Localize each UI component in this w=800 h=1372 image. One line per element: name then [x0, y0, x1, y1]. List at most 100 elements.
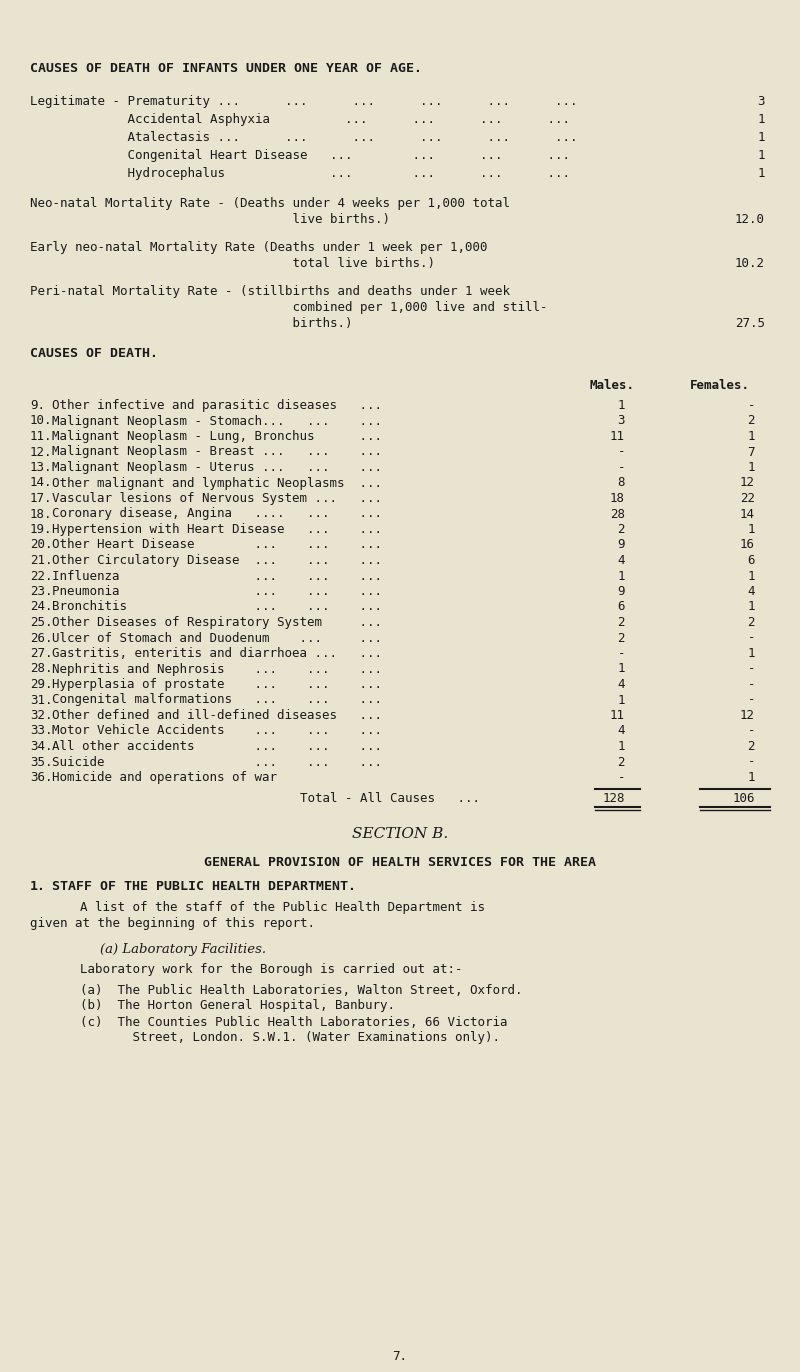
Text: 14: 14 — [740, 508, 755, 520]
Text: -: - — [618, 461, 625, 473]
Text: Nephritis and Nephrosis    ...    ...    ...: Nephritis and Nephrosis ... ... ... — [52, 663, 382, 675]
Text: 1: 1 — [618, 569, 625, 583]
Text: 1: 1 — [758, 113, 765, 126]
Text: A list of the staff of the Public Health Department is: A list of the staff of the Public Health… — [80, 901, 485, 915]
Text: Other Circulatory Disease  ...    ...    ...: Other Circulatory Disease ... ... ... — [52, 554, 382, 567]
Text: given at the beginning of this report.: given at the beginning of this report. — [30, 918, 315, 930]
Text: 28: 28 — [610, 508, 625, 520]
Text: 106: 106 — [733, 793, 755, 805]
Text: Neo-natal Mortality Rate - (Deaths under 4 weeks per 1,000 total: Neo-natal Mortality Rate - (Deaths under… — [30, 198, 510, 210]
Text: Atalectasis ...      ...      ...      ...      ...      ...: Atalectasis ... ... ... ... ... ... — [30, 130, 578, 144]
Text: 2: 2 — [747, 740, 755, 753]
Text: 18: 18 — [610, 493, 625, 505]
Text: 12: 12 — [740, 476, 755, 490]
Text: 22.: 22. — [30, 569, 53, 583]
Text: Females.: Females. — [690, 379, 750, 392]
Text: 25.: 25. — [30, 616, 53, 628]
Text: combined per 1,000 live and still-: combined per 1,000 live and still- — [30, 300, 547, 314]
Text: Other Diseases of Respiratory System     ...: Other Diseases of Respiratory System ... — [52, 616, 382, 628]
Text: 2: 2 — [747, 616, 755, 628]
Text: Congenital Heart Disease   ...        ...      ...      ...: Congenital Heart Disease ... ... ... ... — [30, 150, 570, 162]
Text: 22: 22 — [740, 493, 755, 505]
Text: 7: 7 — [747, 446, 755, 458]
Text: 23.: 23. — [30, 584, 53, 598]
Text: CAUSES OF DEATH.: CAUSES OF DEATH. — [30, 347, 158, 359]
Text: -: - — [747, 663, 755, 675]
Text: Coronary disease, Angina   ....   ...    ...: Coronary disease, Angina .... ... ... — [52, 508, 382, 520]
Text: 28.: 28. — [30, 663, 53, 675]
Text: 29.: 29. — [30, 678, 53, 691]
Text: Early neo-natal Mortality Rate (Deaths under 1 week per 1,000: Early neo-natal Mortality Rate (Deaths u… — [30, 241, 487, 254]
Text: Homicide and operations of war: Homicide and operations of war — [52, 771, 359, 783]
Text: live births.): live births.) — [30, 213, 390, 226]
Text: 16: 16 — [740, 538, 755, 552]
Text: Suicide                    ...    ...    ...: Suicide ... ... ... — [52, 756, 382, 768]
Text: 3: 3 — [618, 414, 625, 428]
Text: 1: 1 — [747, 523, 755, 536]
Text: 9: 9 — [618, 584, 625, 598]
Text: Hyperplasia of prostate    ...    ...    ...: Hyperplasia of prostate ... ... ... — [52, 678, 382, 691]
Text: Total - All Causes   ...: Total - All Causes ... — [300, 793, 480, 805]
Text: 4: 4 — [747, 584, 755, 598]
Text: Other infective and parasitic diseases   ...: Other infective and parasitic diseases .… — [52, 399, 382, 412]
Text: 9.: 9. — [30, 399, 45, 412]
Text: -: - — [747, 631, 755, 645]
Text: Other Heart Disease        ...    ...    ...: Other Heart Disease ... ... ... — [52, 538, 382, 552]
Text: 2: 2 — [618, 756, 625, 768]
Text: 9: 9 — [618, 538, 625, 552]
Text: 24.: 24. — [30, 601, 53, 613]
Text: Malignant Neoplasm - Uterus ...   ...    ...: Malignant Neoplasm - Uterus ... ... ... — [52, 461, 382, 473]
Text: -: - — [747, 693, 755, 707]
Text: 32.: 32. — [30, 709, 53, 722]
Text: Malignant Neoplasm - Lung, Bronchus      ...: Malignant Neoplasm - Lung, Bronchus ... — [52, 429, 382, 443]
Text: 1: 1 — [618, 693, 625, 707]
Text: 1: 1 — [747, 771, 755, 783]
Text: 26.: 26. — [30, 631, 53, 645]
Text: 19.: 19. — [30, 523, 53, 536]
Text: (c)  The Counties Public Health Laboratories, 66 Victoria: (c) The Counties Public Health Laborator… — [80, 1015, 507, 1029]
Text: 2: 2 — [618, 616, 625, 628]
Text: 6: 6 — [618, 601, 625, 613]
Text: 12.: 12. — [30, 446, 53, 458]
Text: Street, London. S.W.1. (Water Examinations only).: Street, London. S.W.1. (Water Examinatio… — [80, 1032, 500, 1044]
Text: 1: 1 — [758, 130, 765, 144]
Text: 1: 1 — [618, 399, 625, 412]
Text: 4: 4 — [618, 724, 625, 738]
Text: 11: 11 — [610, 709, 625, 722]
Text: -: - — [618, 771, 625, 783]
Text: 1: 1 — [758, 150, 765, 162]
Text: total live births.): total live births.) — [30, 257, 435, 270]
Text: 1: 1 — [618, 740, 625, 753]
Text: 2: 2 — [747, 414, 755, 428]
Text: 1: 1 — [758, 167, 765, 180]
Text: Ulcer of Stomach and Duodenum    ...     ...: Ulcer of Stomach and Duodenum ... ... — [52, 631, 382, 645]
Text: Motor Vehicle Accidents    ...    ...    ...: Motor Vehicle Accidents ... ... ... — [52, 724, 382, 738]
Text: Legitimate - Prematurity ...      ...      ...      ...      ...      ...: Legitimate - Prematurity ... ... ... ...… — [30, 95, 578, 108]
Text: CAUSES OF DEATH OF INFANTS UNDER ONE YEAR OF AGE.: CAUSES OF DEATH OF INFANTS UNDER ONE YEA… — [30, 62, 422, 75]
Text: 18.: 18. — [30, 508, 53, 520]
Text: Laboratory work for the Borough is carried out at:-: Laboratory work for the Borough is carri… — [80, 963, 462, 977]
Text: 27.: 27. — [30, 648, 53, 660]
Text: 1: 1 — [747, 429, 755, 443]
Text: 27.5: 27.5 — [735, 317, 765, 331]
Text: 33.: 33. — [30, 724, 53, 738]
Text: 1: 1 — [747, 569, 755, 583]
Text: Bronchitis                 ...    ...    ...: Bronchitis ... ... ... — [52, 601, 382, 613]
Text: Other defined and ill-defined diseases   ...: Other defined and ill-defined diseases .… — [52, 709, 382, 722]
Text: 2: 2 — [618, 631, 625, 645]
Text: 128: 128 — [602, 793, 625, 805]
Text: SECTION B.: SECTION B. — [352, 827, 448, 841]
Text: 4: 4 — [618, 678, 625, 691]
Text: 4: 4 — [618, 554, 625, 567]
Text: -: - — [618, 446, 625, 458]
Text: 8: 8 — [618, 476, 625, 490]
Text: GENERAL PROVISION OF HEALTH SERVICES FOR THE AREA: GENERAL PROVISION OF HEALTH SERVICES FOR… — [204, 856, 596, 868]
Text: 7.: 7. — [393, 1350, 407, 1362]
Text: Malignant Neoplasm - Breast ...   ...    ...: Malignant Neoplasm - Breast ... ... ... — [52, 446, 382, 458]
Text: Other malignant and lymphatic Neoplasms  ...: Other malignant and lymphatic Neoplasms … — [52, 476, 382, 490]
Text: -: - — [747, 399, 755, 412]
Text: 1: 1 — [747, 648, 755, 660]
Text: (a)  The Public Health Laboratories, Walton Street, Oxford.: (a) The Public Health Laboratories, Walt… — [80, 984, 522, 996]
Text: 17.: 17. — [30, 493, 53, 505]
Text: 10.: 10. — [30, 414, 53, 428]
